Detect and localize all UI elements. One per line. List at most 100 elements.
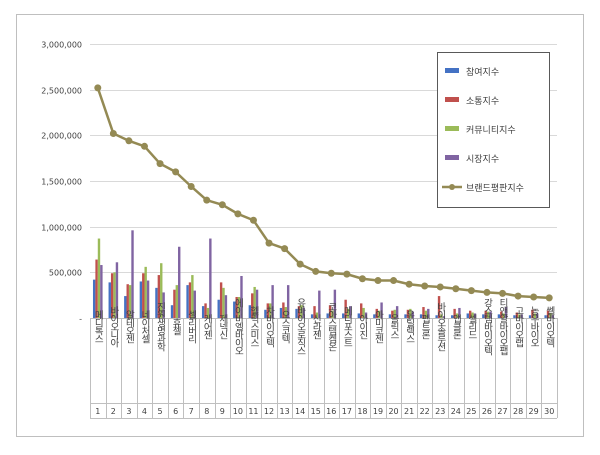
x-category-number: 3 <box>126 407 131 416</box>
bar-시장지수 <box>395 306 399 318</box>
bar-소통지수 <box>468 310 472 318</box>
bar-시장지수 <box>271 285 274 318</box>
legend-label: 소통지수 <box>466 96 499 107</box>
bar-참여지수 <box>186 285 189 318</box>
x-category-number: 29 <box>529 407 539 416</box>
point-브랜드평판지수 <box>452 285 460 293</box>
bar-커뮤니티지수 <box>502 313 505 318</box>
point-브랜드평판지수 <box>405 280 413 288</box>
bar-시장지수 <box>131 230 134 318</box>
bar-소통지수 <box>173 289 176 318</box>
point-브랜드평판지수 <box>421 282 429 290</box>
bar-소통지수 <box>297 306 301 318</box>
x-category-number: 17 <box>342 407 352 416</box>
x-category-label: 앱클론 <box>450 313 461 339</box>
legend-swatch-marker <box>449 184 455 190</box>
bar-커뮤니티지수 <box>160 263 163 318</box>
bar-소통지수 <box>266 303 270 318</box>
bar-시장지수 <box>100 265 103 318</box>
x-category-label: 올릭스 <box>388 314 399 338</box>
legend-label: 시장지수 <box>466 154 499 165</box>
point-브랜드평판지수 <box>530 293 538 301</box>
bar-커뮤니티지수 <box>144 266 147 318</box>
bar-시장지수 <box>411 311 414 318</box>
bar-참여지수 <box>310 314 314 318</box>
bar-소통지수 <box>235 296 238 318</box>
bar-커뮤니티지수 <box>237 296 241 318</box>
bar-참여지수 <box>342 313 345 318</box>
x-category-number: 20 <box>388 407 398 416</box>
legend-swatch-커뮤니티지수 <box>445 126 459 131</box>
x-category-label: 농우바이오 <box>528 306 539 346</box>
bar-커뮤니티지수 <box>331 310 334 318</box>
x-category-label: 셀리드 <box>466 314 477 338</box>
bar-시장지수 <box>473 313 477 318</box>
legend-label: 브랜드평판지수 <box>466 183 524 194</box>
bar-시장지수 <box>536 313 539 318</box>
x-category-label: 강스템바이오텍 <box>481 298 492 356</box>
bar-소통지수 <box>157 275 161 318</box>
bar-커뮤니티지수 <box>440 314 443 318</box>
bar-소통지수 <box>500 311 503 318</box>
bar-소통지수 <box>344 299 347 318</box>
point-브랜드평판지수 <box>265 239 273 247</box>
x-category-label: 펩트론 <box>419 314 430 339</box>
bar-소통지수 <box>531 309 534 318</box>
x-category-number: 18 <box>357 407 367 416</box>
point-브랜드평판지수 <box>358 275 366 283</box>
y-tick-label: - <box>79 315 82 324</box>
y-tick-label: 500,000 <box>49 269 82 278</box>
bar-참여지수 <box>170 305 174 318</box>
bar-커뮤니티지수 <box>424 310 428 318</box>
bar-커뮤니티지수 <box>533 313 537 318</box>
bar-커뮤니티지수 <box>222 287 225 318</box>
bar-소통지수 <box>282 302 285 318</box>
bar-참여지수 <box>419 314 423 318</box>
point-브랜드평판지수 <box>436 283 444 291</box>
bar-소통지수 <box>360 303 363 318</box>
x-category-label: 아미코젠 <box>372 310 383 343</box>
x-category-number: 8 <box>204 407 209 416</box>
bar-참여지수 <box>233 301 236 318</box>
x-category-label: 메디포스트 <box>341 306 352 346</box>
bar-시장지수 <box>146 280 150 318</box>
bar-참여지수 <box>466 313 469 318</box>
bar-커뮤니티지수 <box>471 312 474 318</box>
bar-소통지수 <box>453 308 456 318</box>
bar-시장지수 <box>333 289 337 318</box>
bar-참여지수 <box>482 314 485 318</box>
x-category-number: 2 <box>111 407 116 416</box>
x-category-number: 9 <box>220 407 225 416</box>
bar-소통지수 <box>484 310 487 318</box>
bar-커뮤니티지수 <box>300 305 303 318</box>
bar-소통지수 <box>188 282 192 318</box>
bar-시장지수 <box>115 262 119 318</box>
x-category-label: 케어젠 <box>201 314 212 339</box>
x-category-label: 알테오젠 <box>123 310 134 343</box>
point-브랜드평판지수 <box>172 168 180 176</box>
bar-참여지수 <box>528 315 532 318</box>
bar-소통지수 <box>313 306 316 318</box>
bar-커뮤니티지수 <box>362 307 365 318</box>
x-category-number: 13 <box>279 407 289 416</box>
bar-소통지수 <box>142 273 145 318</box>
x-category-number: 10 <box>233 407 243 416</box>
x-category-number: 12 <box>264 407 274 416</box>
point-브랜드평판지수 <box>94 84 102 92</box>
x-category-label: 제넥신 <box>217 314 228 339</box>
bar-커뮤니티지수 <box>269 303 272 318</box>
point-브랜드평판지수 <box>187 182 195 190</box>
x-category-number: 1 <box>95 407 100 416</box>
x-category-label: 유바이오로직스 <box>295 298 306 354</box>
bar-소통지수 <box>515 312 519 318</box>
x-category-label: 셀리버리 <box>186 310 197 344</box>
point-브랜드평판지수 <box>499 289 507 297</box>
bar-참여지수 <box>201 306 205 318</box>
x-category-number: 25 <box>466 407 476 416</box>
bar-소통지수 <box>406 309 410 318</box>
bar-시장지수 <box>240 275 243 318</box>
y-tick-label: 2,500,000 <box>41 87 82 96</box>
bar-커뮤니티지수 <box>206 307 210 318</box>
x-category-label: 진원생명과학 <box>155 302 166 352</box>
bar-참여지수 <box>108 282 111 318</box>
